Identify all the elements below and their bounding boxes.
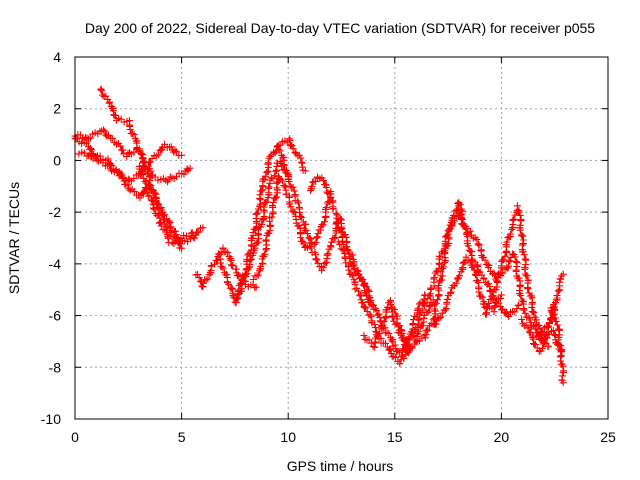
axis-ticks: 0 5 10 15 20 25 -10 -8 -6 -4 -2 0 2 4: [41, 49, 616, 445]
series-track-19: [533, 270, 567, 340]
series-track-5: [135, 162, 196, 248]
plus-markers: [234, 158, 292, 299]
series-track-12: [334, 238, 429, 368]
x-tick-label: 5: [178, 429, 186, 445]
plus-markers: [533, 270, 567, 340]
x-tick-label: 20: [494, 429, 510, 445]
y-tick-label: -6: [49, 308, 62, 324]
y-tick-label: -2: [49, 204, 62, 220]
y-tick-label: -8: [49, 359, 62, 375]
plus-markers: [360, 296, 437, 356]
y-tick-label: 4: [53, 49, 61, 65]
plus-markers: [135, 162, 196, 248]
x-tick-label: 10: [280, 429, 296, 445]
series-track-14: [411, 198, 505, 345]
plus-markers: [430, 253, 522, 328]
y-tick-label: -10: [41, 411, 61, 427]
chart-title: Day 200 of 2022, Sidereal Day-to-day VTE…: [85, 20, 595, 36]
y-axis-label: SDTVAR / TECUs: [6, 182, 22, 294]
plus-markers: [275, 146, 377, 309]
x-tick-label: 25: [600, 429, 616, 445]
series-track-3: [97, 85, 186, 252]
y-tick-label: -4: [49, 256, 62, 272]
series-track-8: [249, 172, 335, 283]
series-track-10: [275, 146, 377, 309]
data-points: [71, 85, 567, 387]
x-axis-label: GPS time / hours: [287, 458, 394, 474]
plot-area-frame: [74, 56, 609, 420]
plus-markers: [249, 172, 335, 283]
x-tick-label: 15: [387, 429, 403, 445]
y-tick-label: 0: [53, 152, 61, 168]
series-track-15: [430, 253, 522, 328]
plus-markers: [192, 244, 260, 292]
series-track-6: [192, 244, 260, 292]
plus-markers: [411, 198, 505, 345]
plus-markers: [97, 85, 186, 252]
series-track-9: [234, 158, 292, 299]
grid-lines: [75, 57, 608, 419]
plus-markers: [334, 238, 429, 368]
y-tick-label: 2: [53, 101, 61, 117]
series-track-20: [360, 296, 437, 356]
x-tick-label: 0: [71, 429, 79, 445]
